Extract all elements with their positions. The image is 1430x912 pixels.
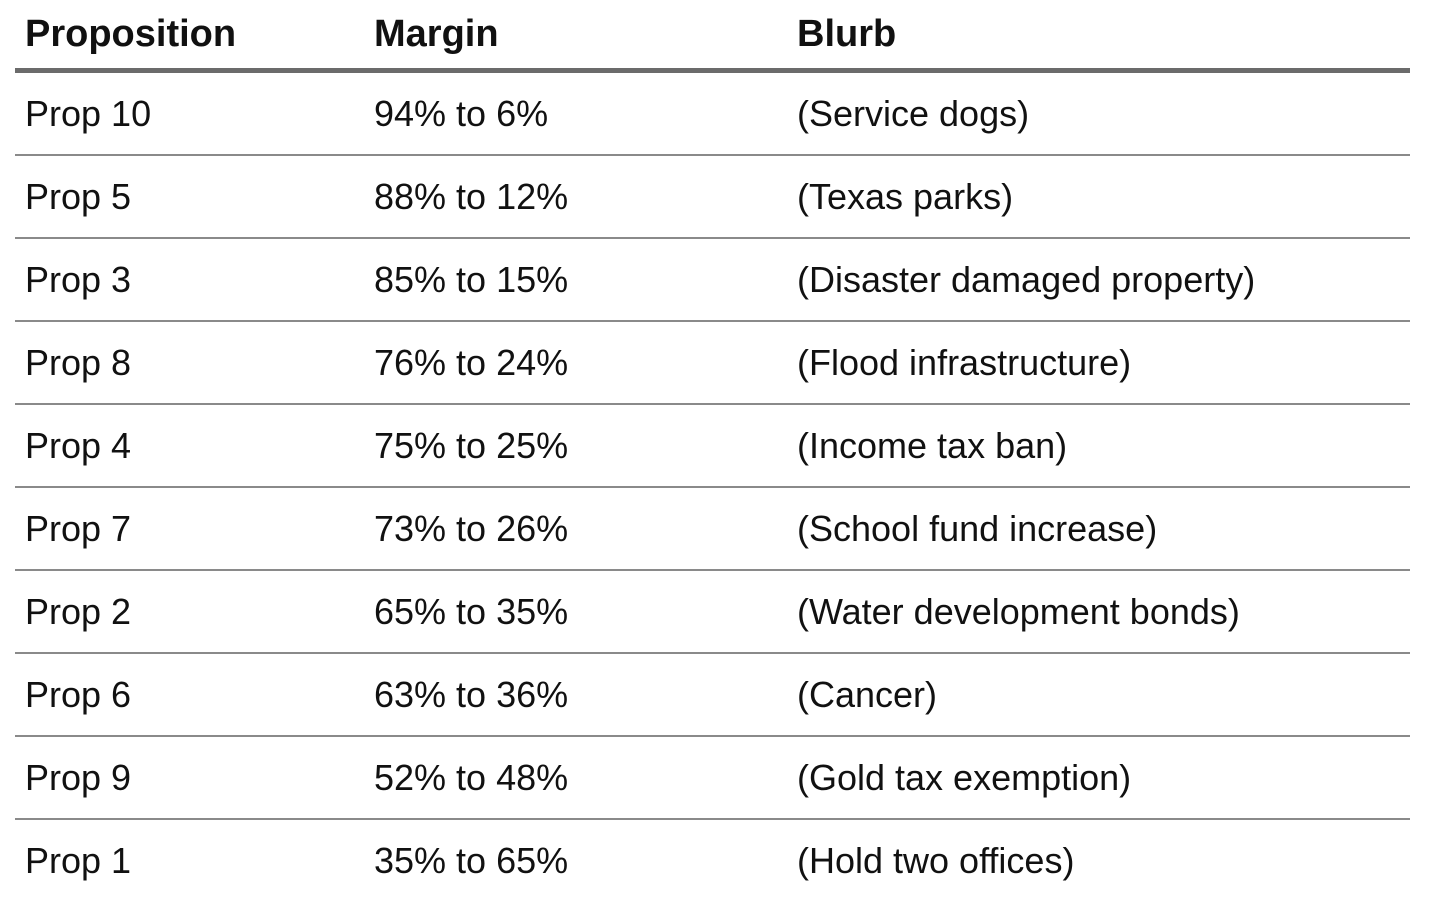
margin-cell: 85% to 15% (364, 238, 787, 322)
proposition-cell: Prop 1 (25, 839, 132, 881)
proposition-cell: Prop 5 (15, 155, 364, 239)
table-row: Prop 1 35% to 65% (Hold two offices) (15, 819, 1410, 901)
blurb-cell: (Income tax ban) (787, 404, 1410, 488)
table-row: Prop 2 65% to 35% (Water development bon… (15, 570, 1410, 654)
table-row: Prop 4 75% to 25% (Income tax ban) (15, 404, 1410, 488)
header-blurb: Blurb (787, 0, 1410, 73)
proposition-cell: Prop 4 (15, 404, 364, 488)
blurb-cell: (Service dogs) (787, 70, 1410, 156)
table-row: Prop 7 73% to 26% (School fund increase) (15, 487, 1410, 571)
margin-cell: 76% to 24% (364, 321, 787, 405)
proposition-cell: Prop 10 (15, 70, 364, 156)
proposition-cell: Prop 8 (15, 321, 364, 405)
blurb-cell: (Disaster damaged property) (787, 238, 1410, 322)
proposition-cell: Prop 7 (15, 487, 364, 571)
blurb-cell: (Hold two offices) (797, 839, 1075, 881)
table-row: Prop 10 94% to 6% (Service dogs) (15, 70, 1410, 156)
results-table: Proposition Margin Blurb Prop 10 94% to … (15, 0, 1410, 901)
proposition-cell: Prop 6 (15, 653, 364, 737)
blurb-cell: (Flood infrastructure) (787, 321, 1410, 405)
margin-cell: 75% to 25% (364, 404, 787, 488)
results-table-container: Proposition Margin Blurb Prop 10 94% to … (15, 0, 1410, 901)
header-proposition: Proposition (15, 0, 364, 73)
header-row: Proposition Margin Blurb (15, 0, 1410, 73)
table-row: Prop 3 85% to 15% (Disaster damaged prop… (15, 238, 1410, 322)
proposition-cell: Prop 2 (15, 570, 364, 654)
table-row: Prop 5 88% to 12% (Texas parks) (15, 155, 1410, 239)
margin-cell: 88% to 12% (364, 155, 787, 239)
margin-cell: 94% to 6% (364, 70, 787, 156)
table-body: Prop 10 94% to 6% (Service dogs) Prop 5 … (15, 70, 1410, 902)
blurb-cell: (Cancer) (787, 653, 1410, 737)
blurb-cell: (Gold tax exemption) (787, 736, 1410, 820)
blurb-cell: (Texas parks) (787, 155, 1410, 239)
proposition-cell: Prop 9 (15, 736, 364, 820)
margin-cell: 63% to 36% (364, 653, 787, 737)
header-margin: Margin (364, 0, 787, 73)
blurb-cell: (School fund increase) (787, 487, 1410, 571)
proposition-cell: Prop 3 (15, 238, 364, 322)
margin-cell: 52% to 48% (364, 736, 787, 820)
table-row: Prop 6 63% to 36% (Cancer) (15, 653, 1410, 737)
margin-cell: 73% to 26% (364, 487, 787, 571)
table-row: Prop 8 76% to 24% (Flood infrastructure) (15, 321, 1410, 405)
margin-cell: 35% to 65% (374, 839, 569, 881)
table-header: Proposition Margin Blurb (15, 0, 1410, 73)
blurb-cell: (Water development bonds) (787, 570, 1410, 654)
margin-cell: 65% to 35% (364, 570, 787, 654)
table-row: Prop 9 52% to 48% (Gold tax exemption) (15, 736, 1410, 820)
